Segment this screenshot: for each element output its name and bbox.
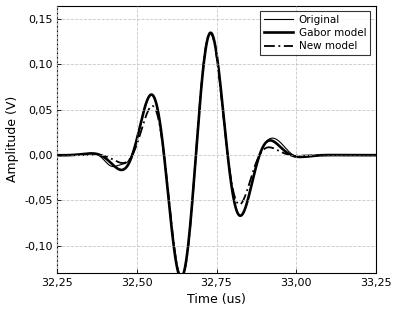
New model	[373, 153, 378, 157]
Gabor model	[308, 154, 313, 158]
Original	[208, 31, 213, 35]
Original	[179, 276, 183, 280]
Line: New model: New model	[58, 33, 376, 278]
Line: Gabor model: Gabor model	[58, 33, 376, 278]
New model	[170, 232, 175, 236]
Gabor model	[257, 153, 262, 157]
New model	[257, 153, 262, 157]
New model	[291, 154, 296, 157]
X-axis label: Time (us): Time (us)	[187, 294, 246, 306]
Gabor model	[55, 154, 60, 157]
Original	[170, 235, 175, 239]
Original	[257, 153, 262, 157]
Gabor model	[243, 205, 248, 208]
Original	[373, 153, 378, 157]
New model	[71, 153, 76, 157]
New model	[179, 276, 184, 280]
Original	[243, 205, 248, 208]
Gabor model	[170, 235, 175, 239]
Gabor model	[373, 153, 378, 157]
New model	[243, 193, 248, 196]
Line: Original: Original	[58, 33, 376, 278]
Gabor model	[179, 276, 183, 280]
Original	[55, 154, 60, 157]
New model	[308, 154, 313, 157]
Original	[71, 153, 76, 157]
Original	[308, 154, 313, 158]
New model	[208, 31, 213, 35]
Legend: Original, Gabor model, New model: Original, Gabor model, New model	[260, 11, 370, 55]
Original	[291, 154, 296, 157]
Y-axis label: Amplitude (V): Amplitude (V)	[6, 96, 19, 183]
New model	[55, 153, 60, 157]
Gabor model	[291, 154, 296, 158]
Gabor model	[71, 153, 76, 157]
Gabor model	[208, 31, 213, 35]
